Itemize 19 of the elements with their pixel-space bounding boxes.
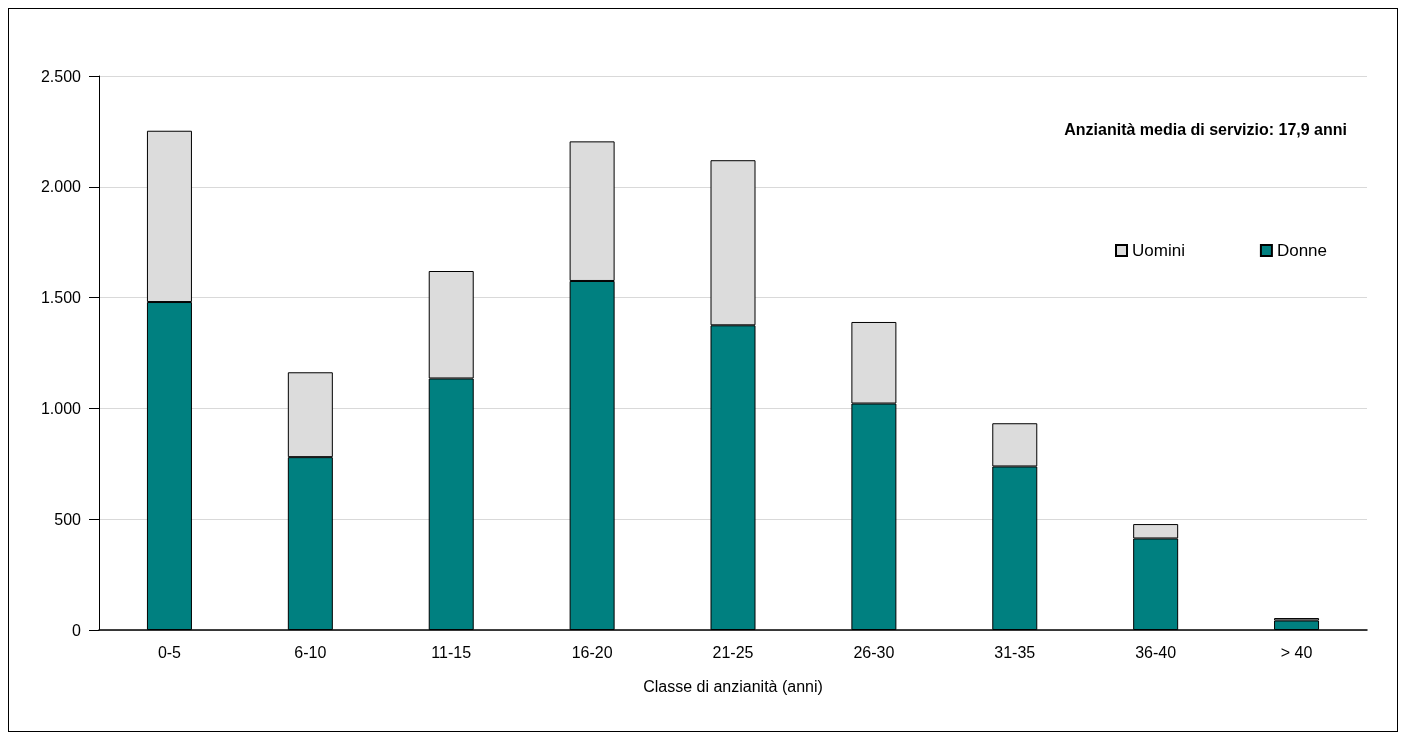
y-tick-label: 2.500 [40, 67, 82, 85]
x-tick-label: > 40 [1280, 643, 1313, 661]
x-tick-label: 6-10 [294, 643, 327, 661]
y-tick-label: 1.500 [40, 289, 82, 307]
y-tick-label: 500 [54, 510, 82, 528]
y-tick-label: 2.000 [40, 178, 82, 196]
x-tick-label: 36-40 [1135, 643, 1177, 661]
y-tick-label: 0 [72, 621, 82, 639]
y-tick-label: 1.000 [40, 399, 82, 417]
x-tick-label: 26-30 [853, 643, 895, 661]
x-tick-label: 16-20 [571, 643, 613, 661]
legend-label: Donne [1276, 241, 1328, 260]
annotation: Anzianità media di servizio: 17,9 anni [1064, 120, 1347, 138]
x-tick-label: 21-25 [712, 643, 754, 661]
x-tick-label: 31-35 [994, 643, 1036, 661]
x-axis-title: Classe di anzianità (anni) [643, 677, 823, 695]
x-tick-label: 11-15 [431, 643, 472, 661]
x-tick-label: 0-5 [157, 643, 182, 661]
legend-label: Uomini [1132, 241, 1185, 260]
